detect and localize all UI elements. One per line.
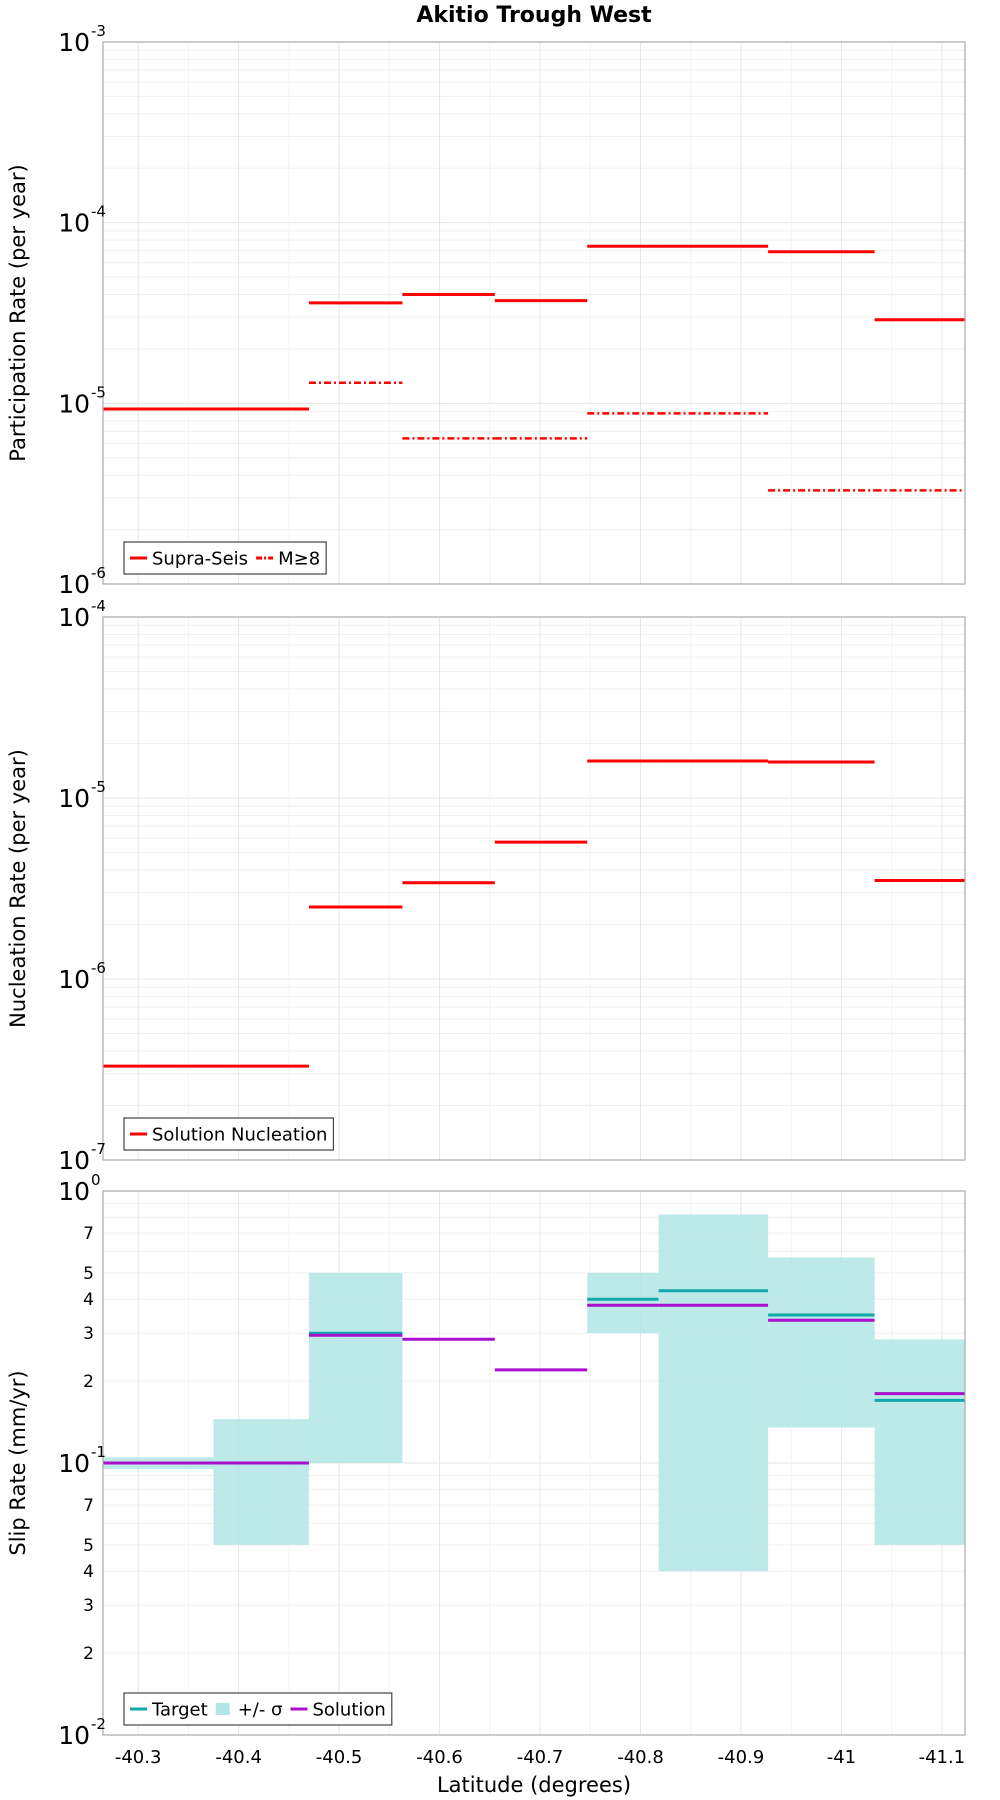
y-minor-tick-label: 5 bbox=[83, 1264, 94, 1284]
x-tick-label: -40.7 bbox=[517, 1747, 564, 1768]
legend: Supra-Seis M≥8 bbox=[123, 541, 327, 575]
y-minor-tick-label: 2 bbox=[83, 1644, 94, 1664]
sigma-band-5 bbox=[768, 1257, 875, 1428]
legend-swatch bbox=[215, 1703, 230, 1715]
sigma-band-4 bbox=[658, 1214, 769, 1572]
y-tick-label: 10 bbox=[58, 965, 90, 994]
legend-label: Target bbox=[151, 1700, 208, 1721]
legend-box bbox=[123, 1692, 393, 1726]
y-axis-label: Slip Rate (mm/yr) bbox=[6, 1370, 30, 1555]
y-tick-exponent: -6 bbox=[91, 959, 106, 977]
y-minor-tick-label: 7 bbox=[83, 1224, 94, 1244]
y-tick-exponent: -6 bbox=[91, 564, 106, 582]
y-tick-exponent: -2 bbox=[91, 1715, 106, 1733]
x-tick-label: -40.6 bbox=[416, 1747, 463, 1768]
chart-title: Akitio Trough West bbox=[416, 3, 652, 28]
plot-area bbox=[103, 617, 965, 1160]
y-tick-label: 10 bbox=[58, 570, 90, 599]
sigma-band-3 bbox=[587, 1272, 659, 1334]
y-minor-tick-label: 4 bbox=[83, 1562, 94, 1582]
y-minor-tick-label: 3 bbox=[83, 1596, 94, 1616]
y-tick-exponent: -4 bbox=[91, 597, 106, 615]
y-minor-tick-label: 5 bbox=[83, 1536, 94, 1556]
legend-label: Solution bbox=[312, 1700, 385, 1721]
y-minor-tick-label: 7 bbox=[83, 1496, 94, 1516]
y-tick-exponent: 0 bbox=[91, 1171, 101, 1189]
x-tick-label: -41 bbox=[827, 1747, 856, 1768]
y-tick-label: 10 bbox=[58, 603, 90, 632]
y-tick-label: 10 bbox=[58, 1721, 90, 1750]
y-tick-label: 10 bbox=[58, 1146, 90, 1175]
x-tick-label: -40.9 bbox=[718, 1747, 765, 1768]
x-tick-label: -40.5 bbox=[316, 1747, 363, 1768]
y-tick-exponent: -5 bbox=[91, 383, 106, 401]
x-tick-label: -40.4 bbox=[215, 1747, 262, 1768]
legend-box bbox=[123, 1117, 335, 1151]
y-axis-label: Participation Rate (per year) bbox=[6, 164, 30, 461]
y-tick-label: 10 bbox=[58, 209, 90, 238]
y-minor-tick-label: 4 bbox=[83, 1290, 94, 1310]
y-tick-label: 10 bbox=[58, 389, 90, 418]
legend-label: +/- σ bbox=[238, 1700, 283, 1721]
plot-frame bbox=[102, 41, 966, 585]
legend-label: M≥8 bbox=[278, 549, 320, 570]
y-tick-label: 10 bbox=[58, 1449, 90, 1478]
sigma-band-6 bbox=[874, 1339, 965, 1545]
y-tick-label: 10 bbox=[58, 28, 90, 57]
y-minor-tick-label: 2 bbox=[83, 1372, 94, 1392]
plot-frame bbox=[102, 616, 966, 1161]
y-tick-exponent: -4 bbox=[91, 203, 106, 221]
x-tick-label: -40.3 bbox=[115, 1747, 162, 1768]
plot-frame bbox=[102, 1190, 966, 1736]
plot-area bbox=[103, 42, 965, 584]
y-tick-label: 10 bbox=[58, 784, 90, 813]
legend-label: Supra-Seis bbox=[152, 549, 248, 570]
y-tick-exponent: -1 bbox=[91, 1443, 106, 1461]
y-tick-exponent: -7 bbox=[91, 1140, 106, 1158]
sigma-band-2 bbox=[308, 1272, 403, 1463]
x-tick-label: -41.1 bbox=[919, 1747, 966, 1768]
y-tick-exponent: -5 bbox=[91, 778, 106, 796]
y-minor-tick-label: 3 bbox=[83, 1324, 94, 1344]
y-tick-exponent: -3 bbox=[91, 22, 106, 40]
x-tick-label: -40.8 bbox=[617, 1747, 664, 1768]
legend-box bbox=[123, 541, 327, 575]
legend: Solution Nucleation bbox=[123, 1117, 335, 1151]
y-axis-label: Nucleation Rate (per year) bbox=[6, 749, 30, 1028]
x-axis-label: Latitude (degrees) bbox=[437, 1773, 631, 1797]
legend: Target +/- σ Solution bbox=[123, 1692, 393, 1726]
legend-label: Solution Nucleation bbox=[152, 1125, 327, 1146]
sigma-band-1 bbox=[213, 1419, 309, 1545]
y-tick-label: 10 bbox=[58, 1177, 90, 1206]
